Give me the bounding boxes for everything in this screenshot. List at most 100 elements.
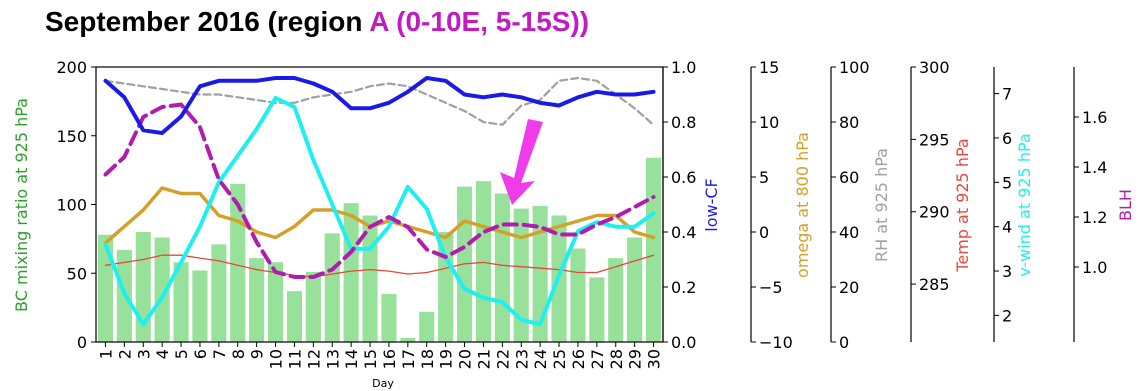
blh-axis-tick-label: 1.6 [1082,108,1107,127]
bar-day-5 [173,262,189,342]
annotation-arrow [500,119,543,205]
vwind-axis-tick-label: 5 [1002,173,1012,192]
vwind-axis-tick-label: 2 [1002,306,1012,325]
bar-day-29 [627,237,643,342]
lowcf-line [103,76,656,135]
x-tick-label-day-17: 17 [399,349,418,369]
bar-day-27 [589,277,605,342]
x-tick-label-day-29: 29 [626,349,645,369]
blh-axis-tick-label: 1.2 [1082,208,1107,227]
x-tick-label-day-12: 12 [304,349,323,369]
bar-day-7 [211,244,227,342]
x-tick-label-day-7: 7 [210,349,229,359]
bar-day-11 [286,291,303,342]
bar-day-1 [97,234,114,342]
x-tick-label-day-1: 1 [97,349,116,359]
omega-axis-tick-label: −5 [759,278,783,297]
x-tick-label-day-15: 15 [361,349,380,369]
x-tick-label-day-16: 16 [380,349,399,369]
temp-axis-tick-label: 285 [919,275,950,294]
blh-axis-label: BLH [1116,189,1135,221]
vwind-axis-tick-label: 7 [1002,85,1012,104]
temp-axis-label: Temp at 925 hPa [953,138,972,272]
rh-axis-label: RH at 925 hPa [872,148,891,262]
x-tick-label-day-25: 25 [550,349,569,369]
x-axis-label: Day [372,377,394,390]
x-tick-label-day-21: 21 [474,349,493,369]
vwind-axis-tick-label: 6 [1002,129,1012,148]
bar-day-18 [419,311,435,342]
bc-axis-label: BC mixing ratio at 925 hPa [12,98,31,312]
x-tick-label-day-4: 4 [153,349,172,359]
rh-axis-tick-label: 80 [839,113,859,132]
bar-day-9 [249,258,265,342]
bc-axis-tick-label: 150 [56,127,87,146]
rh-axis-tick-label: 100 [839,58,870,77]
omega-axis-label: omega at 800 hPa [793,132,812,278]
x-tick-label-day-2: 2 [115,349,134,359]
bar-day-22 [494,193,510,342]
x-tick-label-day-13: 13 [323,349,342,369]
bar-day-4 [154,237,170,342]
bar-day-10 [267,262,284,342]
blh-line [103,102,656,279]
title-prefix: September 2016 (region [45,6,370,37]
lowcf-axis-tick-label: 0.6 [671,168,696,187]
x-tick-label-day-22: 22 [493,349,512,369]
bar-day-24 [532,205,548,342]
x-tick-label-day-24: 24 [531,349,550,369]
bc-axis-tick-label: 200 [56,58,87,77]
temp-axis-tick-label: 290 [919,203,950,222]
x-tick-label-day-28: 28 [607,349,626,369]
x-tick-label-day-30: 30 [645,349,664,369]
omega-axis-tick-label: 15 [759,58,779,77]
bc-axis-tick-label: 100 [56,196,87,215]
lowcf-axis-tick-label: 0.2 [671,278,696,297]
x-tick-label-day-11: 11 [285,349,304,369]
x-tick-label-day-20: 20 [456,349,475,369]
vwind-axis-label: v-wind at 925 hPa [1015,133,1034,276]
rh-axis-tick-label: 40 [839,223,859,242]
x-tick-label-day-19: 19 [437,349,456,369]
bar-day-23 [513,208,529,342]
omega-axis-tick-label: 5 [759,168,769,187]
bar-day-30 [645,157,662,342]
vwind-line [103,96,656,327]
x-tick-label-day-10: 10 [267,349,286,369]
chart-title: September 2016 (region A (0-10E, 5-15S)) [45,6,589,38]
x-tick-label-day-3: 3 [134,349,153,359]
lowcf-axis-tick-label: 0.4 [671,223,696,242]
bar-day-13 [324,233,340,342]
x-tick-label-day-6: 6 [191,349,210,359]
lowcf-axis-tick-label: 0.0 [671,333,696,352]
bar-day-28 [608,258,624,342]
x-tick-label-day-26: 26 [569,349,588,369]
omega-axis-tick-label: 0 [759,223,769,242]
x-tick-label-day-18: 18 [418,349,437,369]
title-region: A (0-10E, 5-15S)) [369,6,590,37]
bar-day-16 [381,293,397,342]
bc-axis-tick-label: 50 [67,264,87,283]
blh-axis-tick-label: 1.0 [1082,258,1107,277]
lowcf-axis-tick-label: 1.0 [671,58,696,77]
temp-axis-tick-label: 295 [919,130,950,149]
rh-axis-tick-label: 60 [839,168,859,187]
lowcf-axis-label: low-CF [702,178,721,231]
x-tick-label-day-8: 8 [229,349,248,359]
bc-axis-tick-label: 0 [77,333,87,352]
lowcf-axis-tick-label: 0.8 [671,113,696,132]
temp-axis-tick-label: 300 [919,58,950,77]
vwind-axis-tick-label: 4 [1002,218,1012,237]
rh-axis-tick-label: 20 [839,278,859,297]
x-tick-label-day-9: 9 [248,349,267,359]
bar-day-26 [570,248,586,342]
rh-axis-tick-label: 0 [839,333,849,352]
bar-day-17 [400,337,416,342]
x-tick-label-day-27: 27 [588,349,607,369]
vwind-axis-tick-label: 3 [1002,262,1012,281]
x-tick-label-day-14: 14 [342,349,361,369]
x-tick-label-day-23: 23 [512,349,531,369]
x-tick-label-day-5: 5 [172,349,191,359]
bar-day-19 [438,232,454,342]
